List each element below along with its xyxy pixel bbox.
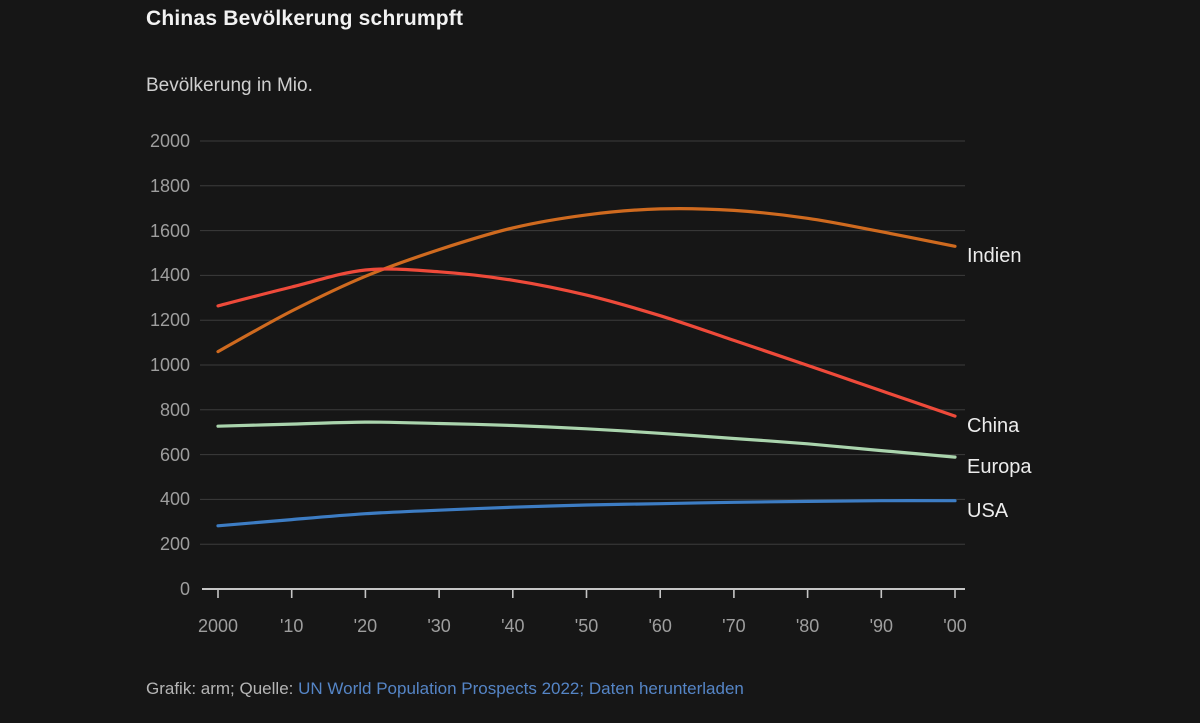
download-link[interactable]: Daten herunterladen — [588, 679, 744, 698]
series-label-usa: USA — [967, 499, 1009, 522]
x-tick-label: '00 — [943, 616, 967, 636]
chart-subtitle: Bevölkerung in Mio. — [146, 75, 313, 96]
x-tick-label: '40 — [501, 616, 525, 636]
chart-title: Chinas Bevölkerung schrumpft — [146, 7, 464, 30]
y-tick-label: 400 — [159, 489, 190, 510]
y-tick-label: 1000 — [149, 355, 190, 375]
x-tick-label: '20 — [353, 616, 378, 636]
x-tick-label: '80 — [795, 616, 820, 636]
x-tick-label: '50 — [574, 616, 599, 636]
source-link[interactable]: UN World Population Prospects 2022; — [298, 679, 585, 698]
series-label-china: China — [967, 415, 1020, 438]
series-label-europa: Europa — [967, 456, 1032, 479]
y-tick-label: 2000 — [149, 131, 190, 151]
y-tick-label: 200 — [159, 534, 190, 555]
y-tick-label: 1200 — [149, 310, 190, 331]
y-tick-label: 1400 — [149, 265, 190, 286]
x-tick-label: '60 — [648, 616, 672, 636]
y-tick-label: 800 — [159, 399, 190, 420]
y-tick-label: 1600 — [149, 220, 190, 241]
x-tick-label: '70 — [722, 616, 746, 636]
credit-text: Grafik: arm; Quelle: — [146, 679, 294, 698]
x-tick-label: '30 — [427, 616, 451, 636]
x-tick-label: '10 — [279, 616, 304, 636]
x-tick-label: '90 — [869, 616, 894, 636]
y-tick-label: 1800 — [149, 175, 190, 196]
y-tick-label: 0 — [179, 579, 190, 599]
series-label-indien: Indien — [967, 245, 1022, 268]
footer: Grafik: arm; Quelle: UN World Population… — [146, 679, 744, 699]
y-tick-label: 600 — [159, 444, 190, 465]
x-tick-label: 2000 — [197, 616, 239, 636]
